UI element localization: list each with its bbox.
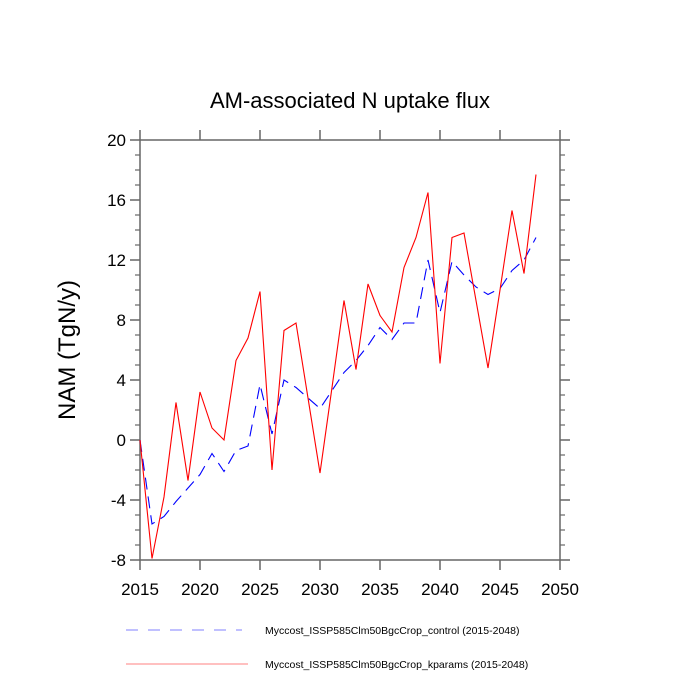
chart-title: AM-associated N uptake flux [210,88,490,113]
plot-frame [139,139,561,561]
x-tick-label: 2035 [361,580,399,599]
legend-label-control: Myccost_ISSP585Clm50BgcCrop_control (201… [265,625,519,637]
y-tick-label: -4 [111,491,126,510]
series-lines [139,174,537,559]
y-axis-label: NAM (TgN/y) [54,280,81,420]
x-tick-label: 2025 [241,580,279,599]
y-tick-label: 4 [117,371,126,390]
y-tick-label: 0 [117,431,126,450]
y-tick-label: 8 [117,311,126,330]
axes [139,139,561,561]
y-tick-label: 16 [107,191,126,210]
x-tick-label: 2050 [541,580,579,599]
series-line-kparams [139,174,537,559]
x-tick-labels: 2015 2020 2025 2030 2035 2040 2045 2050 [121,580,579,599]
y-tick-label: -8 [111,551,126,570]
x-tick-label: 2020 [181,580,219,599]
y-tick-label: 20 [107,131,126,150]
legend: Myccost_ISSP585Clm50BgcCrop_control (201… [126,625,528,671]
legend-label-kparams: Myccost_ISSP585Clm50BgcCrop_kparams (201… [265,659,528,671]
series-line-control [139,237,537,525]
y-tick-label: 12 [107,251,126,270]
y-tick-labels: -8 -4 0 4 8 12 16 20 [107,131,126,570]
x-tick-label: 2015 [121,580,159,599]
x-tick-label: 2045 [481,580,519,599]
axis-ticks [130,130,570,570]
x-tick-label: 2040 [421,580,459,599]
x-tick-label: 2030 [301,580,339,599]
